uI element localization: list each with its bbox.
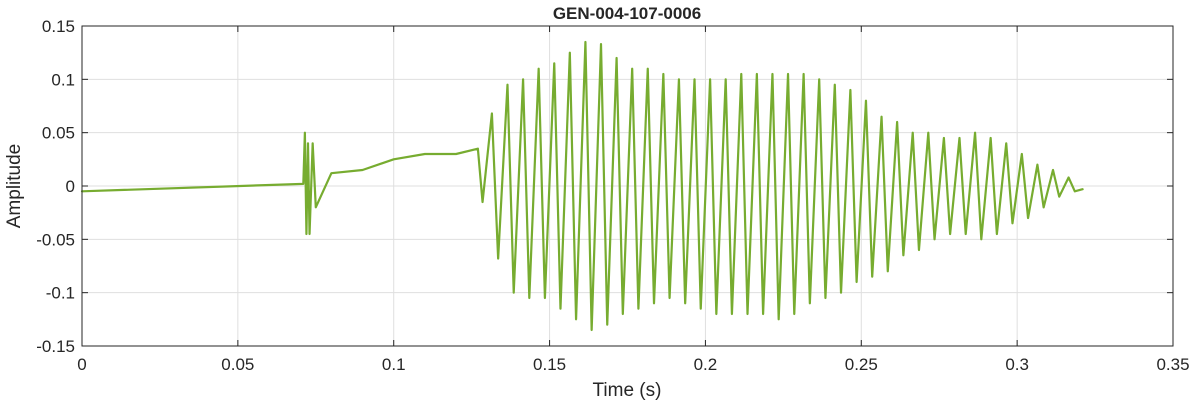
- y-tick-label: 0.15: [42, 17, 75, 36]
- series-line-0: [80, 40, 1084, 332]
- x-tick-label: 0.25: [845, 355, 878, 374]
- y-tick-label: 0: [66, 177, 75, 196]
- y-tick-label: -0.1: [46, 284, 75, 303]
- chart-title: GEN-004-107-0006: [553, 4, 701, 23]
- y-axis-label: Amplitude: [4, 144, 25, 229]
- y-tick-label: -0.15: [36, 337, 75, 356]
- grid-lines: [82, 26, 1173, 346]
- x-tick-label: 0.35: [1156, 355, 1189, 374]
- x-axis-label: Time (s): [593, 380, 662, 401]
- y-tick-label: 0.05: [42, 124, 75, 143]
- series-layer: [80, 40, 1084, 332]
- y-tick-label: 0.1: [51, 70, 75, 89]
- x-tick-label: 0.3: [1005, 355, 1029, 374]
- x-tick-label: 0: [77, 355, 86, 374]
- axis-ticks: 0 0.05 0.1 0.15 0.2 0.25 0.3 0.35 -0.15 -0.1 -0.05…: [36, 17, 1189, 374]
- x-tick-label: 0.1: [382, 355, 406, 374]
- y-tick-label: -0.05: [36, 230, 75, 249]
- x-tick-label: 0.2: [694, 355, 718, 374]
- x-tick-label: 0.15: [533, 355, 566, 374]
- x-tick-label: 0.05: [221, 355, 254, 374]
